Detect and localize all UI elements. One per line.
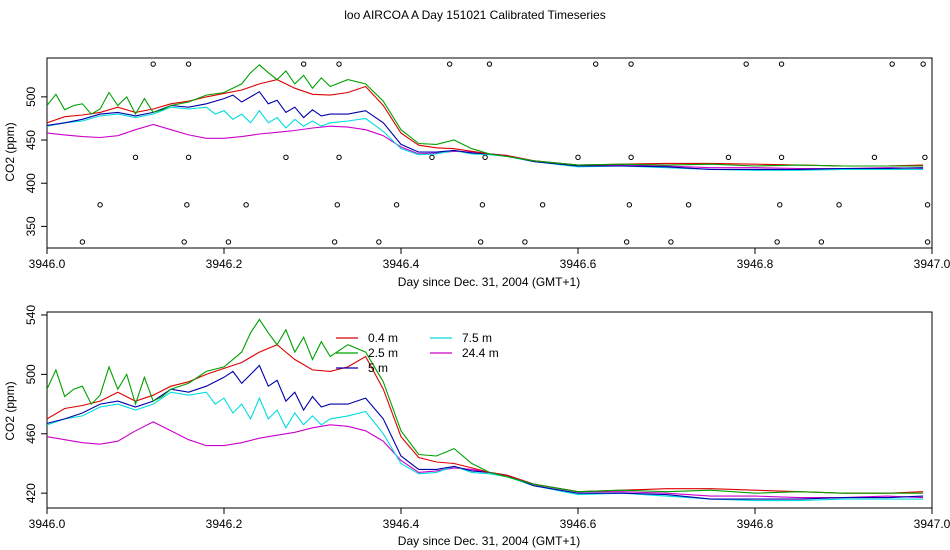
- marker-point: [685, 202, 692, 208]
- marker-point: [486, 61, 493, 67]
- marker-point: [181, 239, 187, 245]
- marker-point: [668, 239, 674, 245]
- axes-top: 3946.0 3946.2 3946.4 3946.6 3946.8 3947.0 350 4…: [24, 87, 950, 271]
- x-tick-label: 3946.4: [383, 517, 420, 531]
- series-line-24-4-m: [47, 421, 924, 499]
- marker-point: [889, 61, 895, 67]
- y-tick-label: 500: [24, 87, 38, 107]
- series-line-24-4-m: [47, 123, 924, 170]
- marker-point: [628, 154, 634, 161]
- x-tick-label: 3946.4: [383, 257, 420, 271]
- marker-point: [871, 154, 878, 161]
- y-tick-label: 450: [24, 130, 38, 150]
- legend-label: 24.4 m: [462, 346, 499, 360]
- x-tick-label: 3946.6: [560, 517, 597, 531]
- series-line-7-5-m: [47, 391, 924, 502]
- y-tick-label: 540: [24, 305, 38, 325]
- y-axis-label-bottom: CO2 (ppm): [3, 381, 17, 440]
- marker-point: [924, 239, 931, 245]
- marker-point: [283, 154, 289, 161]
- marker-point: [446, 61, 453, 67]
- panel-bottom: 3946.0 3946.2 3946.4 3946.6 3946.8 3947.0 420 4…: [3, 305, 950, 548]
- x-tick-label: 3946.0: [29, 257, 66, 271]
- axes-bottom: 3946.0 3946.2 3946.4 3946.6 3946.8 3947.0 420 4…: [24, 305, 950, 531]
- x-tick-label: 3946.8: [737, 257, 774, 271]
- legend-label: 5 m: [368, 361, 388, 375]
- marker-point: [184, 202, 190, 208]
- marker-point: [924, 202, 931, 208]
- marker-point: [777, 202, 783, 208]
- y-tick-label: 350: [24, 216, 38, 236]
- x-tick-label: 3946.0: [29, 517, 66, 531]
- marker-points-top: [79, 61, 931, 245]
- marker-point: [336, 154, 342, 161]
- series-line-0-4-m: [47, 79, 924, 167]
- marker-point: [482, 154, 488, 161]
- legend: 0.4 m2.5 m5 m 7.5 m24.4 m: [336, 331, 499, 375]
- marker-point: [300, 61, 307, 67]
- plot-frame-bottom: [46, 311, 933, 509]
- marker-point: [132, 154, 139, 161]
- marker-point: [185, 61, 192, 67]
- x-tick-label: 3946.8: [737, 517, 774, 531]
- marker-point: [922, 154, 928, 161]
- marker-point: [628, 61, 634, 67]
- plot-frame-top: [46, 57, 933, 249]
- legend-label: 0.4 m: [368, 331, 398, 345]
- series-line-7-5-m: [47, 106, 924, 171]
- y-tick-label: 500: [24, 364, 38, 384]
- marker-point: [626, 202, 633, 208]
- series-line-5-m: [47, 90, 924, 170]
- marker-point: [774, 239, 780, 245]
- marker-point: [575, 154, 581, 161]
- marker-point: [477, 239, 484, 245]
- marker-point: [836, 202, 842, 208]
- marker-point: [593, 61, 599, 67]
- x-axis-label-bottom: Day since Dec. 31, 2004 (GMT+1): [398, 534, 580, 548]
- y-tick-label: 400: [24, 173, 38, 193]
- marker-point: [623, 239, 630, 245]
- x-tick-label: 3946.2: [206, 257, 243, 271]
- x-axis-label-top: Day since Dec. 31, 2004 (GMT+1): [398, 275, 580, 289]
- marker-point: [336, 61, 342, 67]
- panel-top: 3946.0 3946.2 3946.4 3946.6 3946.8 3947.0 350 4…: [3, 57, 950, 289]
- marker-point: [479, 202, 486, 208]
- marker-point: [393, 202, 400, 208]
- series-lines-bottom: [47, 318, 924, 502]
- marker-point: [429, 154, 435, 161]
- marker-point: [818, 239, 825, 245]
- marker-point: [97, 202, 103, 208]
- marker-point: [79, 239, 86, 245]
- legend-label: 7.5 m: [462, 331, 492, 345]
- series-line-2-5-m: [47, 64, 924, 167]
- x-tick-label: 3946.2: [206, 517, 243, 531]
- x-tick-label: 3947.0: [914, 257, 950, 271]
- marker-point: [334, 202, 340, 208]
- series-line-0-4-m: [47, 344, 924, 494]
- marker-point: [376, 239, 382, 245]
- y-axis-label-top: CO2 (ppm): [3, 122, 17, 181]
- marker-point: [725, 154, 732, 161]
- legend-label: 2.5 m: [368, 346, 398, 360]
- marker-point: [185, 154, 192, 161]
- marker-point: [743, 61, 749, 67]
- y-tick-label: 460: [24, 423, 38, 443]
- series-line-5-m: [47, 364, 924, 500]
- y-tick-label: 420: [24, 483, 38, 503]
- marker-point: [778, 61, 785, 67]
- figure-title: loo AIRCOA A Day 151021 Calibrated Times…: [344, 8, 605, 22]
- x-tick-label: 3946.6: [560, 257, 597, 271]
- marker-point: [331, 239, 338, 245]
- marker-point: [778, 154, 785, 161]
- series-lines-top: [47, 64, 924, 171]
- marker-point: [539, 202, 546, 208]
- series-line-2-5-m: [47, 318, 924, 494]
- marker-point: [243, 202, 249, 208]
- marker-point: [920, 61, 926, 67]
- marker-point: [522, 239, 528, 245]
- marker-point: [150, 61, 156, 67]
- marker-point: [225, 239, 232, 245]
- x-tick-label: 3947.0: [914, 517, 950, 531]
